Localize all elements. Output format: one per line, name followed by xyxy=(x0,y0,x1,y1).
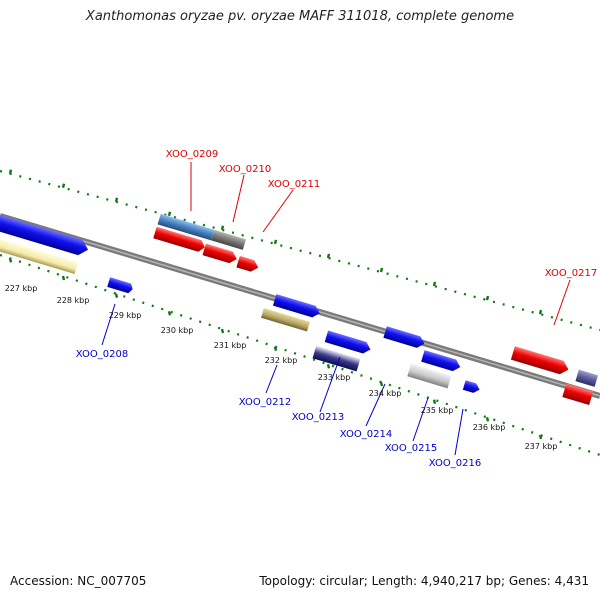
kbp-label-230: 230 kbp xyxy=(161,326,194,335)
label-xoo-0210[interactable]: XOO_0210 xyxy=(219,164,271,175)
gene-xoo-0214-arrow[interactable] xyxy=(383,326,426,349)
genome-title: Xanthomonas oryzae pv. oryzae MAFF 31101… xyxy=(85,9,515,24)
upper-gene-labels: XOO_0209 XOO_0210 XOO_0211 XOO_0217 xyxy=(166,149,597,279)
gene-xoo-0215-arrow[interactable] xyxy=(421,350,462,373)
leader-xoo-0213 xyxy=(319,356,341,413)
lower-leader-lines xyxy=(101,303,464,456)
upper-major-tick xyxy=(485,295,490,301)
leader-xoo-0217 xyxy=(553,279,571,326)
label-xoo-0215[interactable]: XOO_0215 xyxy=(385,443,437,454)
gene-xoo-0216-arrow[interactable] xyxy=(462,380,481,394)
upper-major-tick xyxy=(432,281,437,287)
gene-xoo-0212-arrow[interactable] xyxy=(272,294,321,319)
gene-xoo-0211-arrow[interactable] xyxy=(236,255,260,274)
gene-block-xoo-0217 xyxy=(510,346,599,406)
lower-major-tick xyxy=(8,258,13,263)
kbp-label-229: 229 kbp xyxy=(109,311,142,320)
gene-xoo-0217-arrow[interactable] xyxy=(510,346,571,376)
lower-gene-labels: XOO_0208 XOO_0212 XOO_0213 XOO_0214 XOO_… xyxy=(76,349,481,469)
leader-xoo-0210 xyxy=(232,174,245,223)
gene-xoo-0212-box[interactable] xyxy=(261,308,310,332)
leader-xoo-0212 xyxy=(265,364,278,394)
label-xoo-0209[interactable]: XOO_0209 xyxy=(166,149,218,160)
upper-major-tick xyxy=(8,169,13,174)
accession-text: Accession: NC_007705 xyxy=(10,574,147,588)
kbp-label-236: 236 kbp xyxy=(473,423,506,432)
kbp-label-232: 232 kbp xyxy=(265,356,298,365)
gene-block-right xyxy=(383,326,481,394)
upper-major-tick xyxy=(538,309,543,315)
kbp-label-234: 234 kbp xyxy=(369,389,402,398)
gene-left-yellow-box[interactable] xyxy=(0,236,79,274)
lower-major-tick xyxy=(485,417,490,422)
gene-left-blue-arrow[interactable] xyxy=(0,214,90,258)
gene-xoo-0213-arrow[interactable] xyxy=(324,330,373,356)
leader-xoo-0211 xyxy=(262,189,294,233)
leader-xoo-0215 xyxy=(412,397,429,442)
gene-xoo-0209-box[interactable] xyxy=(157,213,215,241)
lower-major-tick xyxy=(326,364,331,369)
gene-right-edge-red-arrow[interactable] xyxy=(562,383,594,406)
label-xoo-0217[interactable]: XOO_0217 xyxy=(545,268,597,279)
kbp-label-231: 231 kbp xyxy=(214,341,247,350)
label-xoo-0208[interactable]: XOO_0208 xyxy=(76,349,128,360)
upper-major-tick xyxy=(61,183,66,188)
gene-xoo-0213-box[interactable] xyxy=(312,345,361,372)
upper-scale-track xyxy=(0,169,600,332)
kbp-scale-labels: 227 kbp 228 kbp 229 kbp 230 kbp 231 kbp … xyxy=(5,284,558,451)
gene-xoo-0210-arrow[interactable] xyxy=(202,243,238,265)
upper-major-tick xyxy=(114,197,119,203)
kbp-label-233: 233 kbp xyxy=(318,373,351,382)
leader-xoo-0208 xyxy=(101,303,116,346)
gene-xoo-0208-arrow[interactable] xyxy=(107,277,134,294)
gene-xoo-0210-box[interactable] xyxy=(211,229,246,250)
gene-right-edge-purple-arrow[interactable] xyxy=(575,369,599,387)
upper-major-tick xyxy=(167,211,172,217)
lower-major-tick xyxy=(61,275,66,281)
genome-summary-text: Topology: circular; Length: 4,940,217 bp… xyxy=(259,574,589,588)
major-ticks xyxy=(8,169,543,440)
lower-major-tick xyxy=(379,381,384,387)
label-xoo-0214[interactable]: XOO_0214 xyxy=(340,429,392,440)
gene-block-top-right xyxy=(153,226,260,274)
upper-major-tick xyxy=(273,239,278,245)
upper-major-tick xyxy=(220,225,225,231)
label-xoo-0213[interactable]: XOO_0213 xyxy=(292,412,344,423)
lower-major-tick xyxy=(220,328,225,334)
label-xoo-0211[interactable]: XOO_0211 xyxy=(268,179,320,190)
upper-major-tick xyxy=(379,267,384,273)
gene-block-left xyxy=(0,214,134,294)
lower-major-tick xyxy=(432,399,437,404)
gene-xoo-0215-box[interactable] xyxy=(407,363,452,389)
gene-block-top-left xyxy=(157,213,246,250)
upper-major-tick xyxy=(326,253,331,259)
leader-xoo-0214 xyxy=(365,383,386,427)
kbp-label-237: 237 kbp xyxy=(525,442,558,451)
lower-major-tick xyxy=(538,434,543,440)
lower-major-tick xyxy=(114,293,119,298)
upper-leader-lines xyxy=(190,162,571,326)
kbp-label-235: 235 kbp xyxy=(421,406,454,415)
kbp-label-227: 227 kbp xyxy=(5,284,38,293)
lower-major-tick xyxy=(273,346,278,351)
lower-major-tick xyxy=(167,311,172,316)
label-xoo-0212[interactable]: XOO_0212 xyxy=(239,397,291,408)
label-xoo-0216[interactable]: XOO_0216 xyxy=(429,458,481,469)
gene-xoo-0209-arrow[interactable] xyxy=(153,226,206,253)
leader-xoo-0216 xyxy=(454,408,464,456)
kbp-label-228: 228 kbp xyxy=(57,296,90,305)
gene-block-middle xyxy=(261,294,373,372)
